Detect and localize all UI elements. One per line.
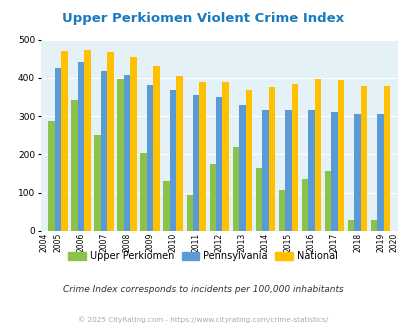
Text: Upper Perkiomen Violent Crime Index: Upper Perkiomen Violent Crime Index [62, 12, 343, 24]
Bar [61, 51, 67, 231]
Bar [186, 195, 192, 231]
Bar [94, 135, 100, 231]
Bar [307, 111, 314, 231]
Bar [291, 84, 297, 231]
Bar [330, 112, 337, 231]
Text: © 2025 CityRating.com - https://www.cityrating.com/crime-statistics/: © 2025 CityRating.com - https://www.city… [78, 317, 327, 323]
Bar [147, 85, 153, 231]
Text: Crime Index corresponds to incidents per 100,000 inhabitants: Crime Index corresponds to incidents per… [62, 285, 343, 294]
Bar [268, 87, 274, 231]
Bar [301, 179, 307, 231]
Bar [71, 100, 77, 231]
Bar [215, 97, 222, 231]
Bar [324, 171, 330, 231]
Bar [239, 105, 245, 231]
Bar [77, 62, 84, 231]
Bar [232, 147, 239, 231]
Bar [278, 190, 284, 231]
Bar [192, 95, 199, 231]
Bar [360, 85, 366, 231]
Bar [153, 66, 160, 231]
Bar [262, 111, 268, 231]
Bar [314, 79, 320, 231]
Bar [222, 82, 228, 231]
Bar [84, 50, 90, 231]
Bar [370, 219, 376, 231]
Bar [117, 79, 124, 231]
Bar [176, 76, 182, 231]
Bar [130, 57, 136, 231]
Bar [163, 181, 170, 231]
Bar [255, 168, 262, 231]
Bar [199, 82, 205, 231]
Legend: Upper Perkiomen, Pennsylvania, National: Upper Perkiomen, Pennsylvania, National [64, 248, 341, 265]
Bar [347, 219, 354, 231]
Bar [170, 90, 176, 231]
Bar [140, 152, 147, 231]
Bar [245, 90, 252, 231]
Bar [376, 114, 383, 231]
Bar [55, 68, 61, 231]
Bar [383, 86, 389, 231]
Bar [48, 121, 55, 231]
Bar [107, 52, 113, 231]
Bar [124, 75, 130, 231]
Bar [337, 80, 343, 231]
Bar [284, 111, 291, 231]
Bar [209, 164, 215, 231]
Bar [354, 114, 360, 231]
Bar [100, 71, 107, 231]
